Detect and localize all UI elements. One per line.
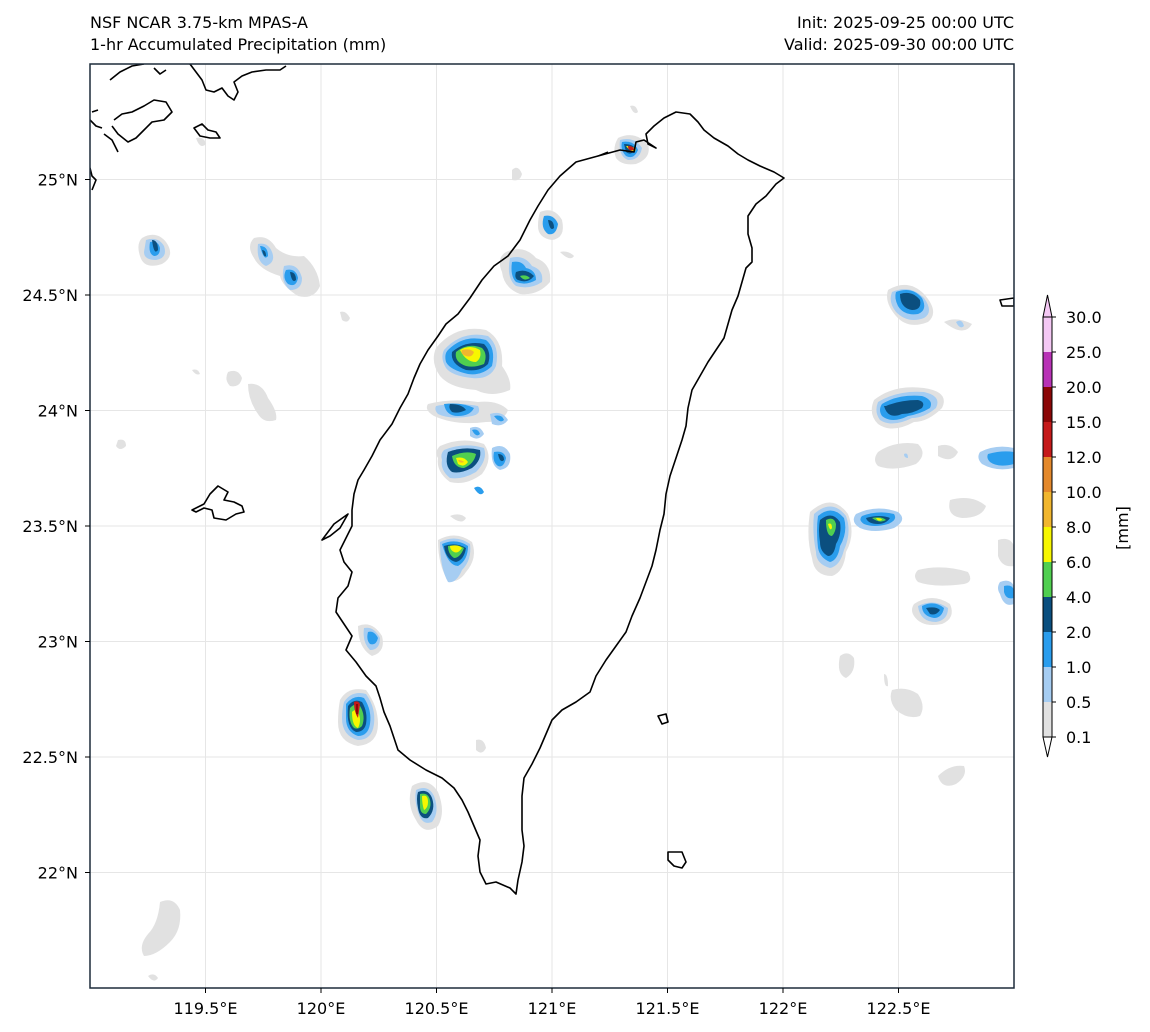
colorbar-tick-label: 8.0 [1066,518,1091,537]
colorbar-segment [1043,492,1052,527]
colorbar-tick-label: 25.0 [1066,343,1102,362]
x-tick-label: 119.5°E [174,999,238,1018]
colorbar-segment [1043,352,1052,387]
colorbar-tick-label: 20.0 [1066,378,1102,397]
x-tick-label: 122.5°E [867,999,931,1018]
y-tick-label: 22°N [38,864,78,883]
colorbar-segment [1043,562,1052,597]
y-tick-label: 23.5°N [22,517,78,536]
colorbar: 0.1 0.5 1.0 2.0 4.0 6.0 8.0 10.0 12.0 15.0 20.0 25.… [1042,294,1102,758]
colorbar-label: [mm] [1113,506,1132,550]
latitude-axis: 25°N 24.5°N 24°N 23.5°N 23°N 22.5°N 22°N [22,171,90,883]
mainland-coastline [90,64,287,191]
colorbar-extend-max [1042,294,1053,318]
y-tick-label: 23°N [38,633,78,652]
coastlines [90,64,1014,895]
colorbar-tick-label: 30.0 [1066,308,1102,327]
y-tick-label: 24.5°N [22,286,78,305]
y-tick-label: 24°N [38,402,78,421]
y-tick-label: 25°N [38,171,78,190]
init-time: Init: 2025-09-25 00:00 UTC [796,13,1014,32]
colorbar-segment [1043,702,1052,737]
title-left: NSF NCAR 3.75-km MPAS-A 1-hr Accumulated… [90,12,386,56]
colorbar-segment [1043,317,1052,352]
colorbar-tick-label: 6.0 [1066,553,1091,572]
precip-cells [138,135,1014,830]
x-tick-label: 121.5°E [636,999,700,1018]
orchid-island-coastline [667,851,687,869]
y-tick-label: 22.5°N [22,748,78,767]
colorbar-segment [1043,527,1052,562]
yonaguni-coastline [999,297,1014,307]
model-title: NSF NCAR 3.75-km MPAS-A [90,13,308,32]
colorbar-tick-label: 2.0 [1066,623,1091,642]
x-tick-label: 122°E [759,999,808,1018]
colorbar-tick-label: 0.1 [1066,728,1091,747]
colorbar-tick-label: 10.0 [1066,483,1102,502]
penghu-coastline [191,485,245,521]
green-island-coastline [657,713,669,725]
colorbar-extend-min [1042,736,1053,758]
x-tick-label: 120.5°E [405,999,469,1018]
colorbar-segment [1043,387,1052,422]
colorbar-tick-label: 1.0 [1066,658,1091,677]
precipitation-field [116,105,1014,981]
field-title: 1-hr Accumulated Precipitation (mm) [90,35,387,54]
colorbar-tick-label: 15.0 [1066,413,1102,432]
title-right: Init: 2025-09-25 00:00 UTC Valid: 2025-0… [784,12,1014,56]
longitude-axis: 119.5°E 120°E 120.5°E 121°E 121.5°E 122°E 122.… [174,988,931,1018]
colorbar-segment [1043,422,1052,457]
colorbar-tick-label: 12.0 [1066,448,1102,467]
colorbar-segment [1043,667,1052,702]
map-area [90,64,1014,988]
colorbar-tick-label: 4.0 [1066,588,1091,607]
precip-trace-areas [116,105,1014,981]
colorbar-segment [1043,632,1052,667]
x-tick-label: 120°E [297,999,346,1018]
taiwan-coastline [335,111,785,895]
colorbar-tick-label: 0.5 [1066,693,1091,712]
x-tick-label: 121°E [528,999,577,1018]
islets [597,151,609,157]
colorbar-segment [1043,597,1052,632]
colorbar-segment [1043,457,1052,492]
valid-time: Valid: 2025-09-30 00:00 UTC [783,35,1014,54]
